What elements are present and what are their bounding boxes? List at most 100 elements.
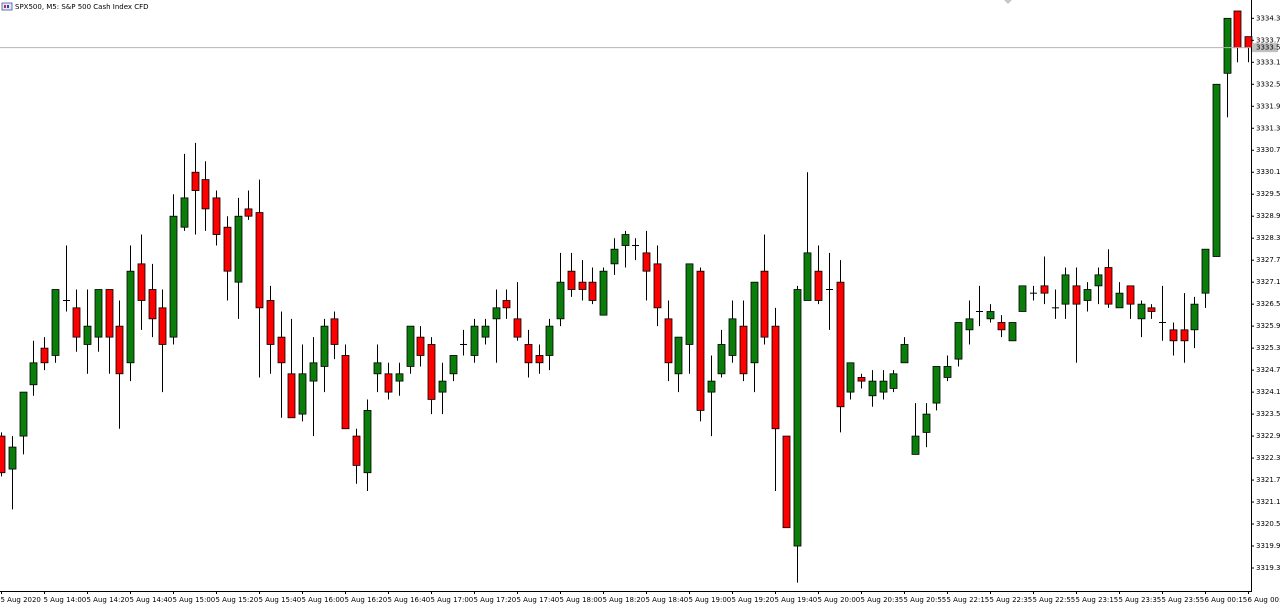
candle <box>1018 285 1027 312</box>
candle <box>1072 267 1081 363</box>
candle <box>739 300 748 382</box>
candle-body <box>212 197 221 235</box>
candle <box>1115 282 1124 309</box>
candle <box>943 355 952 382</box>
y-tick-label: 3333.7 <box>1256 36 1280 44</box>
x-tick-label: 5 Aug 14:40 <box>130 596 173 604</box>
candle <box>1223 17 1232 118</box>
candle-body <box>1104 267 1113 305</box>
x-tick-label: 5 Aug 20:55 <box>904 596 947 604</box>
candle <box>556 252 565 327</box>
candle <box>277 311 286 418</box>
candle <box>19 391 28 455</box>
x-tick-label: 5 Aug 15:00 <box>173 596 216 604</box>
candle-body <box>427 344 436 400</box>
candle <box>1104 249 1113 308</box>
candle-body <box>696 270 705 411</box>
candle <box>40 337 49 371</box>
symbol-icon <box>1 2 13 11</box>
candle <box>126 245 135 382</box>
candle <box>922 403 931 448</box>
candle-body <box>599 270 608 316</box>
candle <box>363 399 372 492</box>
y-tick-label: 3324.1 <box>1256 388 1280 396</box>
candle <box>976 285 983 327</box>
candle <box>395 362 404 396</box>
candle-body <box>137 263 146 301</box>
candle <box>728 300 737 363</box>
candle-body <box>556 281 565 320</box>
x-tick-label: 5 Aug 16:00 <box>302 596 345 604</box>
candle-body <box>201 179 210 210</box>
candle-body <box>1018 285 1027 312</box>
candle-body <box>363 410 372 474</box>
candle <box>416 326 425 367</box>
candle <box>513 282 522 341</box>
candle <box>492 289 501 363</box>
candle-body <box>406 325 415 367</box>
x-tick-label: 5 Aug 16:40 <box>388 596 431 604</box>
candle <box>1201 248 1210 308</box>
x-tick-label: 5 Aug 23:55 <box>1162 596 1205 604</box>
x-tick-label: 5 Aug 18:40 <box>646 596 689 604</box>
x-tick-label: 5 Aug 17:40 <box>517 596 560 604</box>
candle-body <box>29 362 38 386</box>
candle <box>330 311 339 360</box>
x-tick-label: 5 Aug 22:55 <box>1033 596 1076 604</box>
candle-body <box>922 413 931 433</box>
candle <box>900 337 909 364</box>
candle-body <box>1061 274 1070 305</box>
candle <box>986 304 995 323</box>
candle <box>460 329 467 356</box>
candle <box>63 245 70 312</box>
candle-body <box>1083 289 1092 301</box>
candle-body <box>535 355 544 364</box>
shift-marker <box>1004 0 1012 4</box>
candle <box>1159 285 1166 341</box>
candle-body <box>1212 83 1221 257</box>
candle-body <box>341 355 350 430</box>
candle <box>1052 289 1059 319</box>
candle-body <box>94 289 103 338</box>
x-tick-label: 5 Aug 14:20 <box>87 596 130 604</box>
candle-body <box>8 446 17 470</box>
candle-body <box>900 344 909 364</box>
x-tick-label: 5 Aug 17:20 <box>474 596 517 604</box>
candle <box>545 318 554 371</box>
candle <box>72 289 81 352</box>
candle-body <box>1126 285 1135 305</box>
x-tick-label: 5 Aug 22:15 <box>947 596 990 604</box>
candle-body <box>330 318 339 345</box>
candle <box>1190 296 1199 349</box>
x-tick-label: 5 Aug 20:35 <box>861 596 904 604</box>
candle <box>997 315 1006 338</box>
candle <box>696 267 705 422</box>
candle <box>406 325 415 374</box>
candle <box>1094 267 1103 305</box>
candle-body <box>1147 307 1156 312</box>
candle <box>212 190 221 246</box>
candle <box>868 370 877 407</box>
y-tick-label: 3333.1 <box>1256 58 1280 66</box>
candle <box>158 289 167 393</box>
x-tick-label: 5 Aug 18:20 <box>603 596 646 604</box>
candle <box>373 344 382 393</box>
x-tick-label: 5 Aug 2020 <box>1 596 41 604</box>
y-tick-label: 3327.7 <box>1256 256 1280 264</box>
candle <box>1180 293 1189 363</box>
chart-title: SPX500, M5: S&P 500 Cash Index CFD <box>15 3 149 11</box>
candle-body <box>0 435 6 474</box>
candle-body <box>51 289 60 356</box>
candle-body <box>1040 285 1049 294</box>
candle-body <box>750 281 759 364</box>
candle-body <box>470 325 479 356</box>
candle-body <box>1190 303 1199 331</box>
y-tick-label: 3327.1 <box>1256 278 1280 286</box>
candle <box>1212 83 1221 257</box>
candle-body <box>889 373 898 389</box>
candle-body <box>954 322 963 360</box>
candle-body <box>373 362 382 375</box>
candle-body <box>932 366 941 404</box>
candle <box>1083 282 1092 312</box>
y-tick-label: 3326.5 <box>1256 300 1280 308</box>
